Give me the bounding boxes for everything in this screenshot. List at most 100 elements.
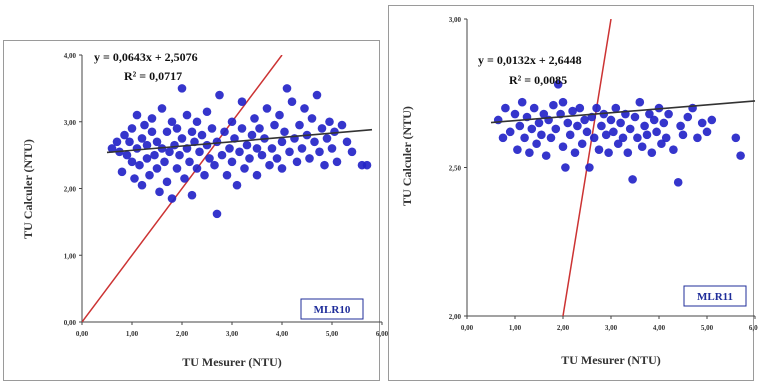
- data-point: [285, 147, 294, 157]
- data-point: [592, 103, 601, 113]
- data-point: [669, 145, 678, 154]
- data-point: [120, 130, 129, 140]
- data-point: [125, 137, 134, 147]
- data-point: [112, 137, 122, 147]
- data-point: [217, 150, 227, 160]
- data-point: [305, 154, 314, 163]
- data-point: [537, 130, 546, 140]
- data-point: [145, 170, 154, 180]
- data-point: [736, 151, 745, 160]
- data-point: [227, 117, 237, 127]
- trend-line: [490, 100, 756, 124]
- data-point: [207, 124, 217, 133]
- data-point: [142, 154, 152, 163]
- data-point: [252, 144, 262, 153]
- chart-panel-mlr11: 0,00 1,00 2,00 3,00 4,00 5,00 6,00 2,00 2,50 3,00…: [388, 5, 758, 381]
- data-point: [601, 130, 611, 140]
- data-point: [192, 117, 202, 127]
- data-point: [580, 115, 589, 125]
- data-point: [625, 124, 635, 134]
- scatter-plot-mlr11: 0,00 1,00 2,00 3,00 4,00 5,00 6,00 2,00 2,50 3,00…: [400, 16, 758, 367]
- data-point: [642, 130, 652, 140]
- data-point: [661, 133, 671, 143]
- data-point: [267, 144, 277, 153]
- data-point: [683, 112, 693, 122]
- data-point: [265, 160, 274, 170]
- model-badge-box: [683, 285, 747, 307]
- data-point: [558, 97, 568, 107]
- data-point: [332, 157, 342, 167]
- y-tick-label: 3,00: [64, 119, 77, 127]
- data-point: [702, 127, 712, 137]
- data-point: [170, 140, 179, 150]
- data-point: [322, 134, 332, 143]
- data-point: [172, 124, 182, 133]
- data-point: [649, 115, 659, 125]
- x-tick-label: 2,00: [557, 324, 570, 332]
- data-point: [160, 157, 169, 167]
- data-point: [300, 104, 309, 113]
- data-point: [647, 148, 657, 157]
- data-point: [210, 160, 219, 170]
- data-point: [212, 209, 222, 219]
- model-badge-label: MLR10: [314, 304, 351, 316]
- data-point: [130, 174, 139, 183]
- data-point: [162, 177, 172, 187]
- data-point: [275, 110, 284, 120]
- x-tick-label: 6,00: [376, 330, 389, 338]
- data-point: [232, 180, 242, 190]
- data-point: [327, 144, 337, 153]
- data-point: [693, 133, 702, 143]
- data-point: [520, 133, 529, 143]
- data-point: [312, 90, 322, 100]
- data-point: [270, 120, 279, 130]
- data-point: [558, 142, 568, 152]
- data-point: [317, 124, 327, 133]
- x-tick-label: 0,00: [461, 324, 474, 332]
- data-point: [570, 148, 580, 157]
- data-point: [707, 115, 717, 125]
- data-point: [195, 147, 204, 157]
- data-point: [553, 80, 563, 89]
- data-point: [539, 109, 549, 119]
- data-point: [122, 150, 132, 160]
- y-tick-label: 2,50: [449, 165, 462, 173]
- data-point: [152, 164, 162, 173]
- data-point: [362, 160, 372, 170]
- data-point: [585, 163, 594, 172]
- data-point: [330, 127, 339, 137]
- data-point: [252, 170, 262, 180]
- data-point: [664, 109, 673, 119]
- data-point: [292, 157, 302, 167]
- data-point: [633, 133, 642, 143]
- y-tick-label: 1,00: [64, 252, 77, 260]
- data-point: [606, 115, 616, 125]
- data-point: [187, 190, 197, 200]
- data-point: [247, 130, 257, 140]
- data-point: [297, 144, 307, 153]
- model-badge-label: MLR11: [697, 291, 733, 303]
- data-point: [282, 84, 292, 93]
- data-point: [107, 144, 117, 153]
- data-point: [652, 127, 661, 137]
- data-point: [237, 97, 247, 107]
- data-point: [132, 144, 142, 153]
- x-axis-title: TU Mesurer (NTU): [561, 353, 661, 367]
- y-axis-title: TU Calculer (NTU): [21, 139, 35, 239]
- data-point: [565, 130, 575, 140]
- data-point: [561, 163, 570, 172]
- data-point: [235, 147, 244, 157]
- data-point: [190, 137, 199, 147]
- data-point: [676, 121, 685, 131]
- data-point: [589, 133, 599, 143]
- r-squared-label: R² = 0,0717: [124, 69, 182, 83]
- y-tick-label: 2,00: [64, 186, 77, 194]
- data-point: [287, 97, 297, 107]
- data-point: [212, 137, 222, 147]
- data-point: [573, 121, 582, 131]
- data-point: [618, 133, 628, 143]
- data-point: [135, 160, 144, 170]
- data-point: [594, 145, 604, 154]
- data-point: [342, 137, 352, 147]
- data-point: [257, 150, 267, 160]
